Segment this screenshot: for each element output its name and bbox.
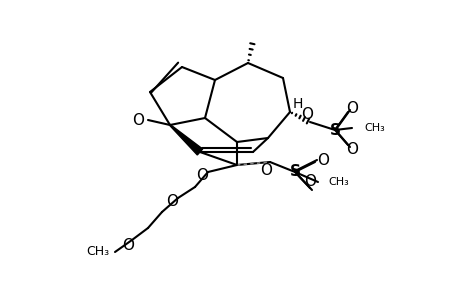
Text: O: O [166,194,178,209]
Text: CH₃: CH₃ [327,177,348,187]
Text: O: O [316,152,328,167]
Text: O: O [345,142,357,157]
Text: O: O [259,163,271,178]
Text: H: H [292,97,302,111]
Text: O: O [300,106,312,122]
Text: CH₃: CH₃ [363,123,384,133]
Text: O: O [303,175,315,190]
Text: O: O [122,238,134,253]
Text: O: O [132,112,144,128]
Text: S: S [289,164,300,179]
Text: CH₃: CH₃ [86,245,109,259]
Text: O: O [196,169,207,184]
Text: O: O [345,100,357,116]
Text: S: S [329,122,340,137]
Polygon shape [169,124,202,155]
